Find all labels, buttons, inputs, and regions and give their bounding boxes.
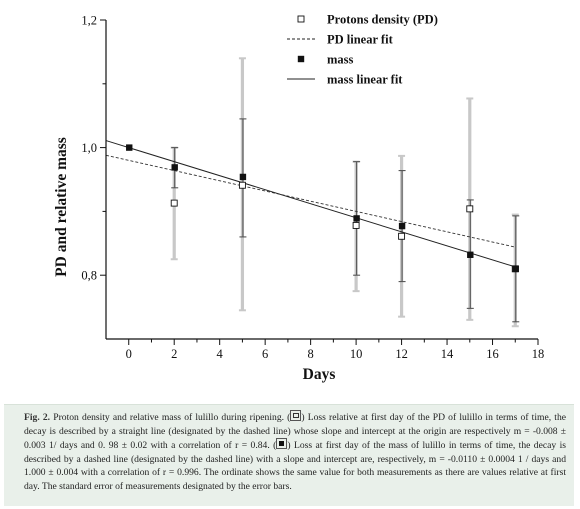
pd-data-point: [398, 232, 406, 240]
x-tick-label: 4: [217, 347, 224, 361]
caption-label: Fig. 2.: [24, 412, 51, 423]
error-bars-layer: [170, 57, 520, 328]
pd-fit-line: [105, 154, 516, 248]
caption-intro: Proton density and relative mass of luli…: [53, 412, 285, 423]
mass-data-point: [512, 265, 519, 273]
legend-label: Protons density (PD): [327, 13, 438, 27]
legend: Protons density (PD) PD linear fit mass mas…: [287, 13, 438, 87]
mass-fit-line: [105, 140, 516, 268]
axes-layer: [105, 20, 538, 340]
y-axis-label: PD and relative mass: [53, 137, 70, 277]
y-tick-label: 0,8: [81, 269, 97, 283]
figure-caption: Fig. 2. Proton density and relative mass…: [4, 404, 574, 506]
y-tick-label: 1,0: [81, 141, 97, 155]
pd-data-point: [352, 221, 360, 229]
x-tick-label: 12: [395, 347, 408, 361]
caption-pd-description: Loss relative at first day of the PD of …: [24, 412, 567, 452]
filled-square-icon: [276, 438, 288, 450]
legend-label: mass linear fit: [327, 73, 403, 87]
legend-filled-square-icon: [297, 55, 305, 63]
mass-data-point: [353, 215, 360, 222]
x-tick-label: 18: [532, 347, 545, 361]
x-axis-label: Days: [303, 366, 336, 383]
ticks-layer: 0 2 4 6 8 10 12 14 16 18 0,8 1,0 1,2: [81, 14, 544, 362]
pd-data-point: [466, 205, 474, 213]
legend-label: PD linear fit: [327, 33, 394, 47]
x-tick-label: 6: [262, 347, 268, 361]
x-tick-label: 0: [126, 347, 132, 361]
open-square-icon: [290, 410, 302, 421]
legend-label: mass: [327, 53, 354, 67]
fit-lines-layer: [105, 140, 516, 268]
x-tick-label: 2: [171, 347, 177, 361]
mass-data-point: [239, 173, 247, 181]
x-tick-label: 14: [441, 347, 454, 361]
x-tick-label: 16: [486, 347, 499, 361]
x-tick-label: 8: [308, 347, 314, 361]
legend-open-square-icon: [297, 15, 305, 23]
chart: 0 2 4 6 8 10 12 14 16 18 0,8 1,0 1,2 Days PD and rel…: [53, 13, 544, 384]
data-points-layer: [126, 144, 519, 273]
caption-mass-description: Loss at first day of the mass of lulillo…: [24, 440, 566, 492]
x-tick-label: 10: [350, 347, 363, 361]
pd-data-point: [170, 199, 178, 207]
mass-data-point: [467, 251, 474, 258]
mass-data-point: [171, 164, 178, 171]
mass-data-point: [398, 222, 406, 230]
pd-data-point: [238, 181, 246, 189]
mass-data-point: [126, 144, 133, 151]
y-tick-label: 1,2: [81, 14, 97, 28]
